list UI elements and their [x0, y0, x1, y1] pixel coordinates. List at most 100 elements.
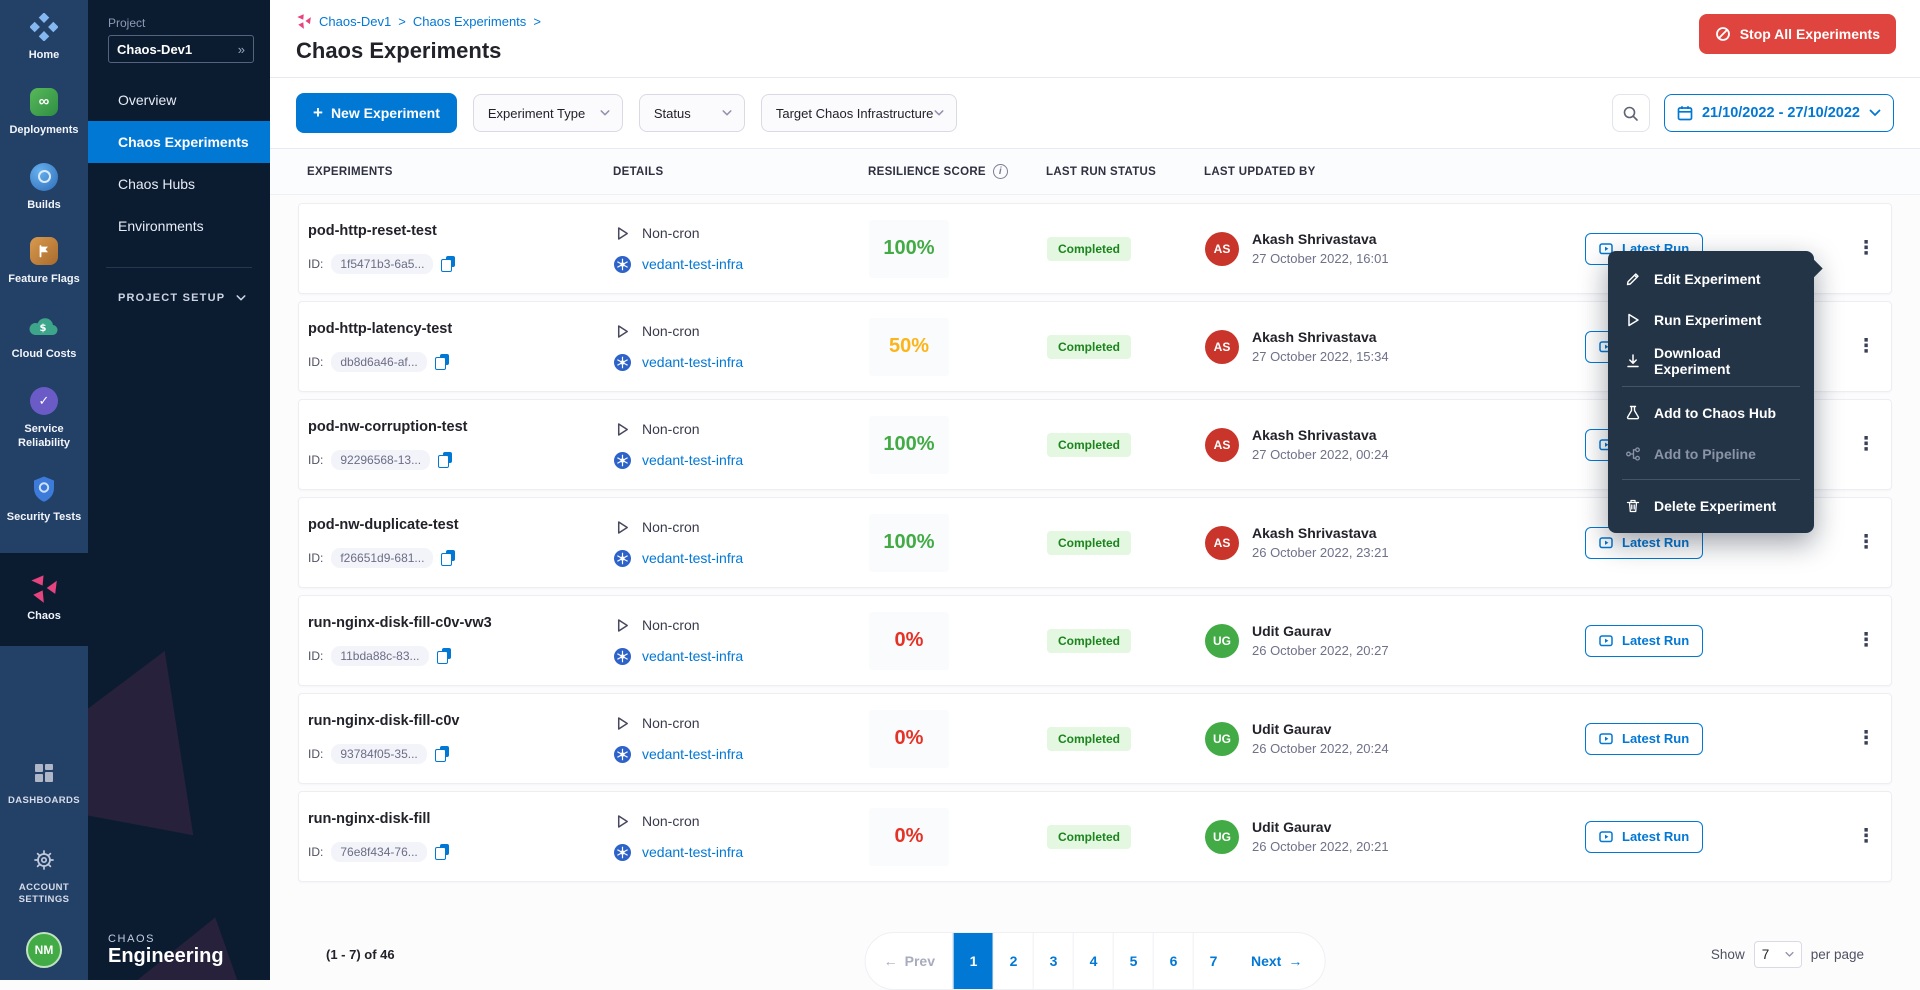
breadcrumb-page[interactable]: Chaos Experiments [413, 14, 526, 29]
trash-icon [1625, 498, 1641, 514]
filter-status[interactable]: Status [639, 94, 745, 132]
filter-experiment-type[interactable]: Experiment Type [473, 94, 623, 132]
page-button-7[interactable]: 7 [1193, 932, 1233, 990]
kubernetes-icon [614, 844, 631, 861]
rail-item-service-reliability[interactable]: Service Reliability [0, 374, 88, 463]
status-badge: Completed [1047, 433, 1131, 457]
experiment-name[interactable]: pod-nw-corruption-test [308, 419, 614, 435]
rail-item-account-settings[interactable]: ACCOUNT SETTINGS [0, 833, 88, 918]
kebab-menu-icon[interactable]: ⋮ [1853, 729, 1879, 748]
score-cell: 100% [869, 220, 1047, 278]
rail-item-dashboards[interactable]: DASHBOARDS [0, 746, 88, 819]
kebab-menu-icon[interactable]: ⋮ [1853, 435, 1879, 454]
experiment-id-label: ID: [308, 453, 323, 467]
kebab-menu-icon[interactable]: ⋮ [1853, 631, 1879, 650]
kebab-menu-icon[interactable]: ⋮ [1853, 533, 1879, 552]
user-cell: AS Akash Shrivastava27 October 2022, 00:… [1205, 427, 1561, 462]
experiment-name[interactable]: pod-nw-duplicate-test [308, 517, 614, 533]
filter-target-chaos-infrastructure[interactable]: Target Chaos Infrastructure [761, 94, 957, 132]
next-page-button[interactable]: Next→ [1233, 933, 1320, 989]
menu-item-run-experiment[interactable]: Run Experiment [1608, 299, 1814, 340]
nav-item-chaos-experiments[interactable]: Chaos Experiments [88, 121, 270, 163]
experiment-name[interactable]: run-nginx-disk-fill-c0v-vw3 [308, 615, 614, 631]
latest-run-button[interactable]: Latest Run [1585, 625, 1703, 657]
rail-item-label: Cloud Costs [12, 348, 77, 362]
infra-link[interactable]: vedant-test-infra [642, 256, 743, 272]
user-name: Akash Shrivastava [1252, 231, 1389, 247]
kubernetes-icon [614, 550, 631, 567]
kebab-menu-icon[interactable]: ⋮ [1853, 827, 1879, 846]
project-setup-toggle[interactable]: PROJECT SETUP [88, 268, 270, 304]
project-selector[interactable]: Chaos-Dev1 » [108, 35, 254, 63]
date-range-picker[interactable]: 21/10/2022 - 27/10/2022 [1664, 94, 1894, 132]
menu-item-delete-experiment[interactable]: Delete Experiment [1608, 485, 1814, 526]
experiment-name[interactable]: run-nginx-disk-fill [308, 811, 614, 827]
chevron-down-icon [236, 293, 246, 303]
stop-all-experiments-button[interactable]: Stop All Experiments [1699, 14, 1896, 54]
kebab-menu-icon[interactable]: ⋮ [1853, 337, 1879, 356]
rail-item-cloud-costs[interactable]: $ Cloud Costs [0, 299, 88, 374]
copy-icon[interactable] [435, 844, 449, 860]
user-cell: AS Akash Shrivastava26 October 2022, 23:… [1205, 525, 1561, 560]
run-icon [1599, 535, 1614, 550]
search-button[interactable] [1612, 94, 1650, 132]
copy-icon[interactable] [441, 256, 455, 272]
copy-icon[interactable] [435, 354, 449, 370]
page-button-1[interactable]: 1 [953, 932, 993, 990]
copy-icon[interactable] [435, 746, 449, 762]
infra-link[interactable]: vedant-test-infra [642, 648, 743, 664]
copy-icon[interactable] [441, 550, 455, 566]
avatar: AS [1205, 330, 1239, 364]
experiment-name[interactable]: pod-http-latency-test [308, 321, 614, 337]
per-page-select[interactable]: 7 [1754, 941, 1802, 968]
project-expand-icon[interactable]: » [238, 42, 245, 57]
user-name: Akash Shrivastava [1252, 427, 1389, 443]
nav-item-chaos-hubs[interactable]: Chaos Hubs [88, 163, 270, 205]
rail-item-builds[interactable]: Builds [0, 150, 88, 225]
play-icon [614, 715, 631, 732]
infra-link[interactable]: vedant-test-infra [642, 354, 743, 370]
rail-item-deployments[interactable]: Deployments [0, 75, 88, 150]
experiment-id-label: ID: [308, 355, 323, 369]
rail-item-chaos[interactable]: Chaos [0, 553, 88, 646]
page-button-5[interactable]: 5 [1113, 932, 1153, 990]
experiment-id-label: ID: [308, 257, 323, 271]
rail-item-feature-flags[interactable]: Feature Flags [0, 224, 88, 299]
schedule-type: Non-cron [642, 715, 700, 731]
page-button-2[interactable]: 2 [993, 932, 1033, 990]
nav-item-environments[interactable]: Environments [88, 205, 270, 247]
rail-item-security-tests[interactable]: Security Tests [0, 462, 88, 537]
menu-item-download-experiment[interactable]: Download Experiment [1608, 340, 1814, 381]
experiment-name[interactable]: pod-http-reset-test [308, 223, 614, 239]
project-setup-label: PROJECT SETUP [118, 292, 225, 304]
infra-link[interactable]: vedant-test-infra [642, 844, 743, 860]
user-cell: UG Udit Gaurav26 October 2022, 20:27 [1205, 623, 1561, 658]
pipeline-icon [1625, 446, 1641, 462]
prev-page-button[interactable]: ←Prev [866, 933, 953, 989]
infra-link[interactable]: vedant-test-infra [642, 550, 743, 566]
infra-link[interactable]: vedant-test-infra [642, 452, 743, 468]
latest-run-button[interactable]: Latest Run [1585, 821, 1703, 853]
user-avatar[interactable]: NM [26, 932, 62, 968]
info-icon[interactable] [993, 164, 1008, 179]
nav-item-overview[interactable]: Overview [88, 79, 270, 121]
new-experiment-button[interactable]: + New Experiment [296, 93, 457, 133]
copy-icon[interactable] [438, 452, 452, 468]
avatar: UG [1205, 722, 1239, 756]
page-button-4[interactable]: 4 [1073, 932, 1113, 990]
latest-run-button[interactable]: Latest Run [1585, 723, 1703, 755]
page-button-3[interactable]: 3 [1033, 932, 1073, 990]
kebab-menu-icon[interactable]: ⋮ [1853, 239, 1879, 258]
copy-icon[interactable] [437, 648, 451, 664]
page-button-6[interactable]: 6 [1153, 932, 1193, 990]
menu-item-edit-experiment[interactable]: Edit Experiment [1608, 258, 1814, 299]
menu-item-add-to-pipeline: Add to Pipeline [1608, 433, 1814, 474]
rail-item-home[interactable]: Home [0, 0, 88, 75]
infra-link[interactable]: vedant-test-infra [642, 746, 743, 762]
experiment-name[interactable]: run-nginx-disk-fill-c0v [308, 713, 614, 729]
schedule-type: Non-cron [642, 225, 700, 241]
breadcrumb-project[interactable]: Chaos-Dev1 [319, 14, 391, 29]
actions-cell: Latest Run ⋮ [1561, 723, 1891, 755]
status-cell: Completed [1047, 531, 1205, 555]
menu-item-add-to-chaos-hub[interactable]: Add to Chaos Hub [1608, 392, 1814, 433]
